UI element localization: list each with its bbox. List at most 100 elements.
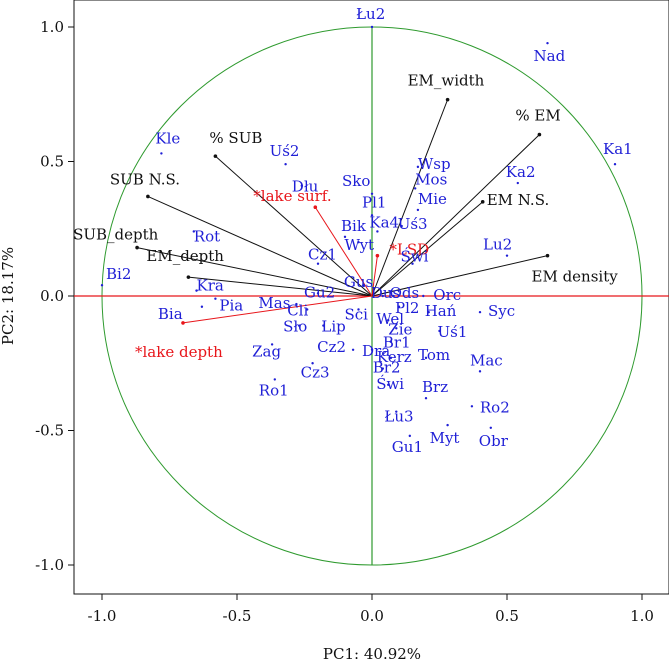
site-label-mac: Mac bbox=[470, 351, 503, 369]
site-point-ro2 bbox=[470, 405, 474, 408]
supplementary--lsd-arrow bbox=[371, 255, 378, 297]
supplementary--lake-depth-label: *lake depth bbox=[135, 343, 223, 361]
site-label-kerz: Kerz bbox=[377, 348, 412, 366]
variable-em-density-label: EM density bbox=[532, 268, 619, 286]
supplementary--lake-depth-arrow-tip bbox=[181, 321, 185, 325]
site-label-u-2: Uś2 bbox=[270, 142, 300, 160]
site-point-gu1 bbox=[408, 434, 411, 438]
site-point-ka4 bbox=[376, 230, 379, 233]
site-label-wel: Wel bbox=[376, 310, 404, 328]
site-point-kerz bbox=[389, 356, 393, 360]
site-label-syc: Syc bbox=[488, 302, 515, 320]
site-label-pl1: Pl1 bbox=[362, 193, 386, 211]
site-label--wi: Świ bbox=[401, 248, 429, 266]
site-label-cz3: Cz3 bbox=[301, 363, 330, 381]
site-point-zag bbox=[270, 343, 274, 346]
site-label-br1: Br1 bbox=[383, 334, 411, 352]
site-label-ka4: Ka4 bbox=[369, 213, 399, 231]
variable-sub-n-s--arrow bbox=[147, 196, 373, 297]
site-label-wyt: Wyt bbox=[345, 236, 375, 254]
site-point-mos bbox=[414, 187, 417, 190]
site-label-cli: Cli bbox=[287, 301, 308, 319]
site-point-ka2 bbox=[516, 181, 519, 185]
variable--em-arrow bbox=[371, 134, 540, 297]
variable-em-density-arrow-tip bbox=[545, 253, 550, 258]
site-point-u-2 bbox=[284, 162, 287, 166]
supplementary--lake-surf--arrow bbox=[314, 206, 373, 297]
site-label-pia: Pia bbox=[219, 297, 243, 315]
x-tick-label: 0.0 bbox=[360, 607, 384, 625]
site-label-u-3: Uś3 bbox=[398, 215, 428, 233]
site-point-ods bbox=[392, 294, 395, 298]
site-label-rot: Rot bbox=[194, 227, 220, 245]
site-scores-layer: Łu2 Nad Ka1 Ka2 Lu2 Kle Uś2 Dłu Rot Bi2 Kra Bia Pia W… bbox=[100, 5, 633, 456]
site-point-ro1 bbox=[273, 378, 276, 381]
variable-sub-depth-arrow bbox=[136, 247, 373, 297]
site-label-mie: Mie bbox=[418, 190, 447, 208]
variable--sub-label: % SUB bbox=[209, 129, 262, 147]
variable-em-depth-label: EM_depth bbox=[146, 247, 224, 265]
site-point-cli bbox=[306, 308, 309, 311]
site-point-cz2 bbox=[351, 348, 355, 351]
site-label-bik: Bik bbox=[341, 217, 367, 235]
site-point-ha- bbox=[427, 310, 430, 314]
site-point--u2 bbox=[370, 25, 374, 29]
site-label-lu2: Lu2 bbox=[483, 236, 512, 254]
site-label-bi2: Bi2 bbox=[106, 265, 131, 283]
x-axis-title: PC1: 40.92% bbox=[323, 645, 421, 660]
site-point-br2 bbox=[381, 367, 384, 370]
variable--em-arrow-tip bbox=[537, 132, 542, 137]
site-point-u-3 bbox=[400, 224, 403, 228]
site-label-br2: Br2 bbox=[373, 359, 401, 377]
site-label-obr: Obr bbox=[479, 432, 509, 450]
site-label-u-1: Uś1 bbox=[438, 323, 468, 341]
site-label-sci: Sci bbox=[345, 305, 369, 323]
site-point-obr bbox=[489, 426, 492, 430]
site-point-d-u bbox=[300, 184, 303, 187]
site-point-mas bbox=[295, 302, 298, 306]
site-point-wyt bbox=[357, 241, 360, 244]
variable-em-width-arrow-tip bbox=[445, 97, 450, 102]
site-label-mos: Mos bbox=[415, 170, 447, 188]
supplementary--lake-surf--label: *lake surf. bbox=[253, 187, 331, 205]
site-point-wel bbox=[387, 319, 390, 322]
site-label-zie: Zie bbox=[388, 320, 412, 338]
site-point-dra bbox=[370, 348, 374, 351]
variable-em-depth-arrow bbox=[188, 276, 373, 297]
site-point-kra bbox=[195, 289, 198, 292]
site-point-gu2 bbox=[316, 292, 320, 295]
variable-em-n-s--arrow-tip bbox=[480, 200, 485, 204]
site-point-tom bbox=[424, 356, 428, 360]
site-point-mie bbox=[416, 208, 420, 212]
site-label-bia: Bia bbox=[158, 305, 183, 323]
site-point--u3 bbox=[395, 410, 398, 413]
y-tick-label: 1.0 bbox=[40, 18, 64, 36]
site-point-wsp bbox=[416, 165, 420, 169]
variable-sub-n-s--arrow-tip bbox=[146, 194, 150, 199]
variable-em-depth-arrow-tip bbox=[186, 275, 191, 279]
variable-sub-n-s--label: SUB N.S. bbox=[110, 170, 180, 188]
site-label--wi2: Świ bbox=[376, 375, 404, 393]
site-label-mas: Mas bbox=[258, 294, 290, 312]
site-point-pia bbox=[214, 297, 217, 300]
site-point-u-1 bbox=[438, 329, 441, 333]
variable-em-n-s--label: EM N.S. bbox=[487, 191, 550, 209]
site-point-orc bbox=[422, 294, 425, 298]
site-label-ro1: Ro1 bbox=[259, 381, 289, 399]
site-point-br1 bbox=[389, 340, 393, 343]
variable--em-label: % EM bbox=[515, 107, 560, 125]
site-point-s-o bbox=[297, 324, 301, 327]
site-label-sko: Sko bbox=[342, 172, 370, 190]
site-label-gu1: Gu1 bbox=[392, 438, 423, 456]
site-label-s-o: Sło bbox=[283, 318, 307, 336]
site-label-dra: Dra bbox=[362, 342, 390, 360]
site-point-cz1 bbox=[316, 262, 320, 265]
site-point--wi bbox=[411, 262, 414, 265]
site-label-gu2: Gu2 bbox=[304, 283, 335, 301]
site-point-syc bbox=[478, 310, 482, 314]
site-label-lip: Lip bbox=[321, 318, 345, 336]
supplementary--lake-surf--arrow-tip bbox=[313, 205, 318, 210]
site-label-ka2: Ka2 bbox=[506, 163, 536, 181]
site-point-ka1 bbox=[613, 162, 617, 166]
